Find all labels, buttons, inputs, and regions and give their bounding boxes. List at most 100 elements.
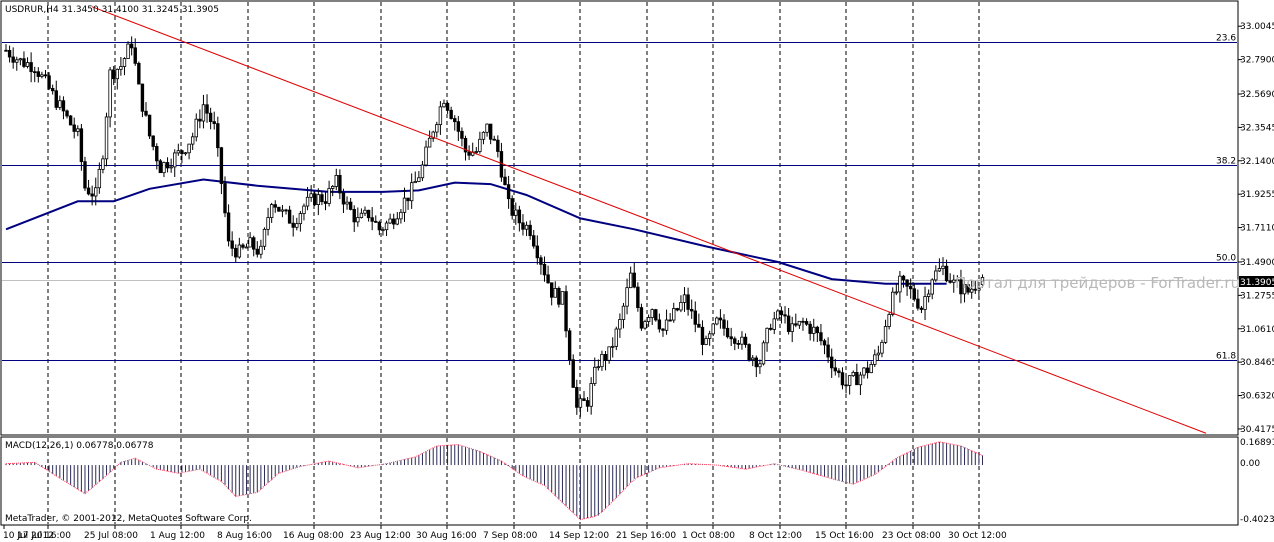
candle-body [700, 326, 705, 345]
x-tick-label: 1 Oct 08:00 [682, 531, 735, 541]
candle-body [7, 50, 12, 58]
candle-body [664, 319, 669, 331]
x-tick-label: 30 Oct 12:00 [948, 531, 1007, 541]
candle-body [287, 209, 292, 224]
candle-body [768, 327, 773, 330]
candle-body [514, 209, 518, 216]
candle-body [377, 221, 382, 231]
y-tick-label: 30.8465 [1240, 358, 1274, 368]
candle-body [657, 319, 662, 330]
candle-body [532, 235, 536, 247]
candle-body [916, 298, 920, 309]
candle-body [140, 83, 145, 112]
candle-body [277, 206, 281, 212]
candle-body [585, 400, 590, 407]
main-plot-area[interactable] [0, 0, 1239, 436]
candle-body [747, 344, 751, 361]
candle-body [725, 327, 730, 338]
candle-body [147, 114, 152, 137]
x-tick-label: 8 Oct 12:00 [749, 531, 802, 541]
candle-body [165, 162, 170, 169]
candle-body [869, 363, 873, 374]
candle-body [625, 287, 629, 307]
candle-body [786, 315, 791, 332]
candle-body [417, 177, 421, 182]
candle-body [234, 247, 238, 258]
candle-body [25, 62, 30, 67]
x-tick-label: 30 Aug 16:00 [416, 531, 477, 541]
candle-body [280, 209, 285, 212]
candle-body [736, 343, 741, 345]
candle-body [761, 342, 766, 365]
candle-body [115, 68, 119, 80]
candle-body [445, 102, 450, 111]
candle-body [327, 188, 331, 204]
candle-body [359, 212, 364, 218]
candle-body [973, 288, 977, 291]
candle-body [707, 333, 712, 339]
macd-label: MACD(12,26,1) 0.06778 0.06778 [5, 441, 154, 451]
candle-body [905, 279, 909, 287]
candle-body [374, 220, 378, 223]
candle-body [413, 181, 417, 184]
candle-body [244, 246, 249, 249]
candle-body [54, 90, 58, 108]
current-price-tag: 31.3905 [1239, 276, 1274, 288]
y-tick-label: 32.5690 [1240, 90, 1274, 100]
x-tick-label: 7 Sep 08:00 [483, 531, 538, 541]
candle-body [675, 308, 680, 311]
trendline[interactable] [91, 6, 1207, 434]
candle-body [291, 222, 295, 228]
candle-body [880, 341, 884, 354]
candle-body [435, 124, 439, 133]
candle-body [804, 321, 809, 325]
candle-body [564, 291, 568, 332]
x-tick-label: 14 Sep 12:00 [549, 531, 609, 541]
candle-body [830, 356, 834, 369]
candle-body [754, 357, 759, 368]
candle-body [11, 56, 15, 63]
candle-body [901, 275, 906, 281]
candle-body [517, 209, 522, 224]
candle-body [571, 359, 575, 388]
candle-body [693, 310, 697, 325]
candle-body [29, 62, 33, 73]
candle-body [934, 270, 938, 281]
y-tick-label: 32.7900 [1240, 56, 1274, 66]
candle-body [104, 116, 109, 160]
candle-body [442, 102, 446, 108]
candle-body [187, 143, 191, 154]
candle-body [129, 43, 134, 49]
candle-body [90, 193, 94, 197]
candle-body [226, 212, 231, 242]
y-tick-label: 31.7110 [1240, 224, 1274, 234]
candle-body [851, 371, 855, 377]
fib-level-label: 38.2 [1216, 157, 1236, 167]
y-tick-label: 30.6320 [1240, 392, 1274, 402]
candle-body [79, 128, 84, 163]
candle-body [643, 321, 647, 329]
candle-body [180, 150, 184, 155]
candle-body [944, 265, 949, 282]
current-price-label: 31.3905 [1240, 278, 1274, 288]
candle-body [456, 121, 461, 132]
candle-body [948, 280, 952, 283]
fib-level-label: 50.0 [1216, 254, 1236, 264]
candle-body [381, 229, 385, 232]
trendline-line [91, 6, 1207, 434]
y-tick-label: 31.0610 [1240, 325, 1274, 335]
candle-body [883, 326, 888, 343]
candle-body [819, 332, 823, 342]
ma-line [5, 178, 947, 285]
candle-body [704, 338, 708, 345]
candle-body [912, 288, 916, 300]
candle-body [481, 131, 486, 140]
candle-body [847, 375, 852, 386]
macd-histogram [5, 441, 983, 521]
candle-body [395, 218, 400, 225]
candle-body [776, 310, 780, 320]
candle-body [173, 152, 177, 168]
candle-body [190, 136, 195, 145]
candle-body [553, 288, 557, 298]
